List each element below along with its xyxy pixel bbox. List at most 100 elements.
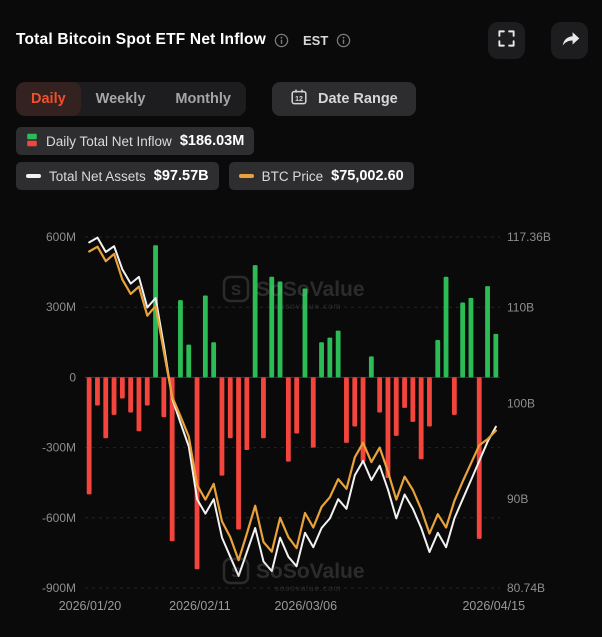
inflow-bar[interactable]	[344, 377, 349, 443]
svg-text:S: S	[231, 564, 241, 581]
timezone-info-icon[interactable]	[336, 33, 351, 48]
inflow-bar[interactable]	[111, 377, 117, 415]
left-axis-label: -600M	[42, 511, 76, 525]
inflow-bar[interactable]	[169, 377, 175, 542]
btc-price-line	[88, 245, 497, 562]
inflow-bar[interactable]	[161, 377, 167, 418]
legend-value: $75,002.60	[331, 168, 404, 184]
inflow-bar[interactable]	[443, 276, 449, 378]
fullscreen-button[interactable]	[488, 21, 525, 59]
inflow-bar[interactable]	[178, 300, 183, 378]
inflow-bar[interactable]	[294, 377, 300, 434]
inflow-bar[interactable]	[236, 377, 241, 530]
svg-text:sosovalue.com: sosovalue.com	[275, 584, 341, 593]
left-axis-label: -900M	[42, 581, 76, 595]
inflow-bar[interactable]	[377, 377, 383, 413]
inflow-bar[interactable]	[460, 302, 466, 378]
inflow-bar[interactable]	[95, 377, 100, 406]
legend-daily-net-inflow[interactable]: Daily Total Net Inflow $186.03M	[16, 127, 255, 155]
inflow-bar[interactable]	[327, 337, 333, 378]
inflow-bar[interactable]	[128, 377, 134, 413]
inflow-bar[interactable]	[285, 377, 291, 462]
inflow-bar[interactable]	[202, 295, 208, 378]
toolbar: Daily Weekly Monthly 12 Date Range	[16, 82, 416, 116]
orange-line-icon	[238, 174, 254, 178]
inflow-bar[interactable]	[261, 377, 266, 439]
inflow-bar[interactable]	[402, 377, 407, 408]
legend-row-2: Total Net Assets $97.57B BTC Price $75,0…	[16, 162, 414, 190]
x-axis-label: 2026/04/15	[462, 599, 525, 613]
inflow-bar[interactable]	[335, 330, 341, 378]
inflow-bar[interactable]	[269, 276, 275, 378]
header: Total Bitcoin Spot ETF Net Inflow EST	[16, 20, 588, 60]
svg-text:sosovalue.com: sosovalue.com	[275, 302, 341, 311]
inflow-bar[interactable]	[119, 377, 125, 399]
inflow-bar[interactable]	[227, 377, 233, 439]
inflow-bar[interactable]	[319, 342, 324, 378]
inflow-bar[interactable]	[219, 377, 225, 476]
inflow-bar[interactable]	[393, 377, 399, 436]
inflow-bar[interactable]	[385, 377, 391, 479]
inflow-bar[interactable]	[302, 288, 308, 378]
inflow-bar[interactable]	[435, 339, 441, 378]
date-range-label: Date Range	[317, 91, 398, 107]
right-axis-label: 117.36B	[507, 230, 551, 244]
inflow-bar[interactable]	[136, 377, 142, 432]
left-axis-label: 600M	[46, 230, 76, 244]
legend-value: $97.57B	[153, 168, 209, 184]
period-tabs: Daily Weekly Monthly	[16, 82, 246, 116]
legend-row-1: Daily Total Net Inflow $186.03M	[16, 127, 255, 155]
total-net-assets-line	[88, 236, 497, 577]
title-info-icon[interactable]	[274, 33, 289, 48]
left-axis-label: -300M	[42, 441, 76, 455]
page-title: Total Bitcoin Spot ETF Net Inflow	[16, 31, 266, 48]
svg-text:S: S	[231, 282, 241, 299]
date-range-button[interactable]: 12 Date Range	[271, 82, 416, 116]
inflow-bar[interactable]	[103, 377, 109, 439]
tab-weekly[interactable]: Weekly	[81, 82, 161, 116]
inflow-bar[interactable]	[211, 342, 217, 378]
share-button[interactable]	[551, 21, 588, 59]
right-axis-label: 100B	[507, 396, 535, 410]
legend-total-net-assets[interactable]: Total Net Assets $97.57B	[16, 162, 219, 190]
inflow-bar[interactable]	[368, 356, 374, 378]
calendar-icon: 12	[290, 88, 308, 110]
chart-area[interactable]: 600M 300M 0 -300M -600M -900M 117.36B 110B 100B 9…	[0, 222, 602, 632]
legend-label: Total Net Assets	[49, 168, 146, 184]
inflow-bar[interactable]	[410, 377, 416, 422]
inflow-bar[interactable]	[310, 377, 316, 448]
legend-label: BTC Price	[261, 168, 324, 184]
right-axis-label: 110B	[507, 301, 534, 315]
right-axis-label: 90B	[507, 492, 528, 506]
inflow-bar[interactable]	[144, 377, 150, 406]
legend-btc-price[interactable]: BTC Price $75,002.60	[228, 162, 414, 190]
inflow-bar[interactable]	[451, 377, 457, 415]
inflow-bar[interactable]	[360, 377, 366, 462]
inflow-bar[interactable]	[86, 377, 92, 495]
legend-label: Daily Total Net Inflow	[46, 133, 172, 149]
inflow-bar[interactable]	[186, 344, 192, 378]
inflow-bar[interactable]	[468, 297, 474, 378]
inflow-candle-icon	[26, 133, 38, 150]
inflow-chart[interactable]: 600M 300M 0 -300M -600M -900M 117.36B 110B 100B 9…	[0, 222, 602, 632]
svg-text:SoSoValue: SoSoValue	[256, 560, 365, 583]
inflow-bar[interactable]	[194, 377, 200, 570]
bars-layer	[86, 245, 499, 570]
x-axis-label: 2026/03/06	[274, 599, 337, 613]
inflow-bar[interactable]	[418, 377, 424, 460]
tab-monthly[interactable]: Monthly	[160, 82, 246, 116]
inflow-bar[interactable]	[476, 377, 482, 539]
legend-value: $186.03M	[179, 133, 245, 149]
tab-daily[interactable]: Daily	[16, 82, 81, 116]
inflow-bar[interactable]	[277, 281, 283, 378]
svg-text:12: 12	[295, 96, 303, 103]
inflow-bar[interactable]	[427, 377, 432, 427]
inflow-bar[interactable]	[252, 265, 258, 378]
inflow-bar[interactable]	[352, 377, 358, 427]
inflow-bar[interactable]	[493, 333, 499, 378]
inflow-bar[interactable]	[244, 377, 250, 450]
inflow-bar[interactable]	[485, 286, 490, 378]
